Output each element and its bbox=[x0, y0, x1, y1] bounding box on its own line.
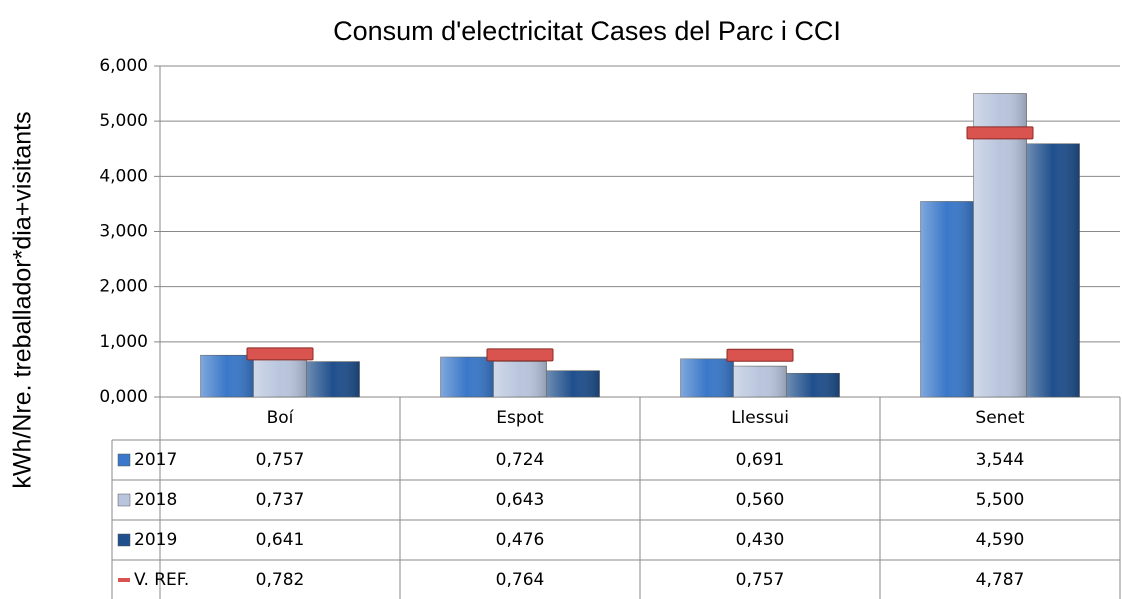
bar-shade bbox=[920, 201, 974, 397]
bar-shade bbox=[200, 355, 254, 397]
table-value: 0,757 bbox=[736, 570, 785, 590]
legend-label: 2019 bbox=[134, 530, 177, 550]
y-axis-title: kWh/Nre. treballador*dia+visitants bbox=[9, 111, 37, 488]
table-value: 0,691 bbox=[736, 450, 785, 470]
reference-marker bbox=[246, 347, 314, 361]
y-tick-label: 2,000 bbox=[99, 277, 148, 297]
chart-title: Consum d'electricitat Cases del Parc i C… bbox=[333, 16, 841, 46]
bar-shade bbox=[493, 361, 547, 397]
bar-shade bbox=[1026, 143, 1080, 397]
legend-label: 2018 bbox=[134, 490, 177, 510]
legend-key bbox=[117, 453, 131, 467]
table-value: 4,590 bbox=[976, 530, 1025, 550]
y-tick-label: 1,000 bbox=[99, 332, 148, 352]
legend-label: V. REF. bbox=[134, 570, 189, 590]
bar-shade bbox=[440, 357, 494, 397]
bar-shade bbox=[786, 373, 840, 397]
legend-key bbox=[117, 533, 131, 547]
y-tick-label: 4,000 bbox=[99, 166, 148, 186]
bar-shade bbox=[253, 356, 307, 397]
y-tick-label: 3,000 bbox=[99, 222, 148, 242]
legend-key bbox=[117, 493, 131, 507]
bar-shade bbox=[680, 358, 734, 397]
bar-shade bbox=[973, 93, 1027, 397]
table-value: 4,787 bbox=[976, 570, 1025, 590]
x-tick-label: Boí bbox=[267, 408, 295, 428]
table-value: 0,724 bbox=[496, 450, 545, 470]
bar-shade bbox=[546, 370, 600, 397]
bar-shade bbox=[306, 361, 360, 397]
table-value: 0,737 bbox=[256, 490, 305, 510]
y-tick-label: 5,000 bbox=[99, 111, 148, 131]
y-tick-label: 0,000 bbox=[99, 387, 148, 407]
x-tick-label: Senet bbox=[975, 408, 1024, 428]
reference-marker bbox=[486, 348, 554, 362]
table-value: 0,782 bbox=[256, 570, 305, 590]
bar-shade bbox=[733, 366, 787, 397]
table-value: 5,500 bbox=[976, 490, 1025, 510]
table-value: 0,764 bbox=[496, 570, 545, 590]
table-value: 0,560 bbox=[736, 490, 785, 510]
reference-marker bbox=[726, 348, 794, 362]
legend-label: 2017 bbox=[134, 450, 177, 470]
table-value: 0,430 bbox=[736, 530, 785, 550]
legend-key bbox=[118, 578, 130, 582]
x-tick-label: Llessui bbox=[731, 408, 789, 428]
x-tick-label: Espot bbox=[496, 408, 544, 428]
table-value: 0,476 bbox=[496, 530, 545, 550]
table-value: 3,544 bbox=[976, 450, 1025, 470]
table-value: 0,757 bbox=[256, 450, 305, 470]
reference-marker bbox=[966, 126, 1034, 140]
y-tick-label: 6,000 bbox=[99, 56, 148, 76]
table-value: 0,643 bbox=[496, 490, 545, 510]
table-value: 0,641 bbox=[256, 530, 305, 550]
